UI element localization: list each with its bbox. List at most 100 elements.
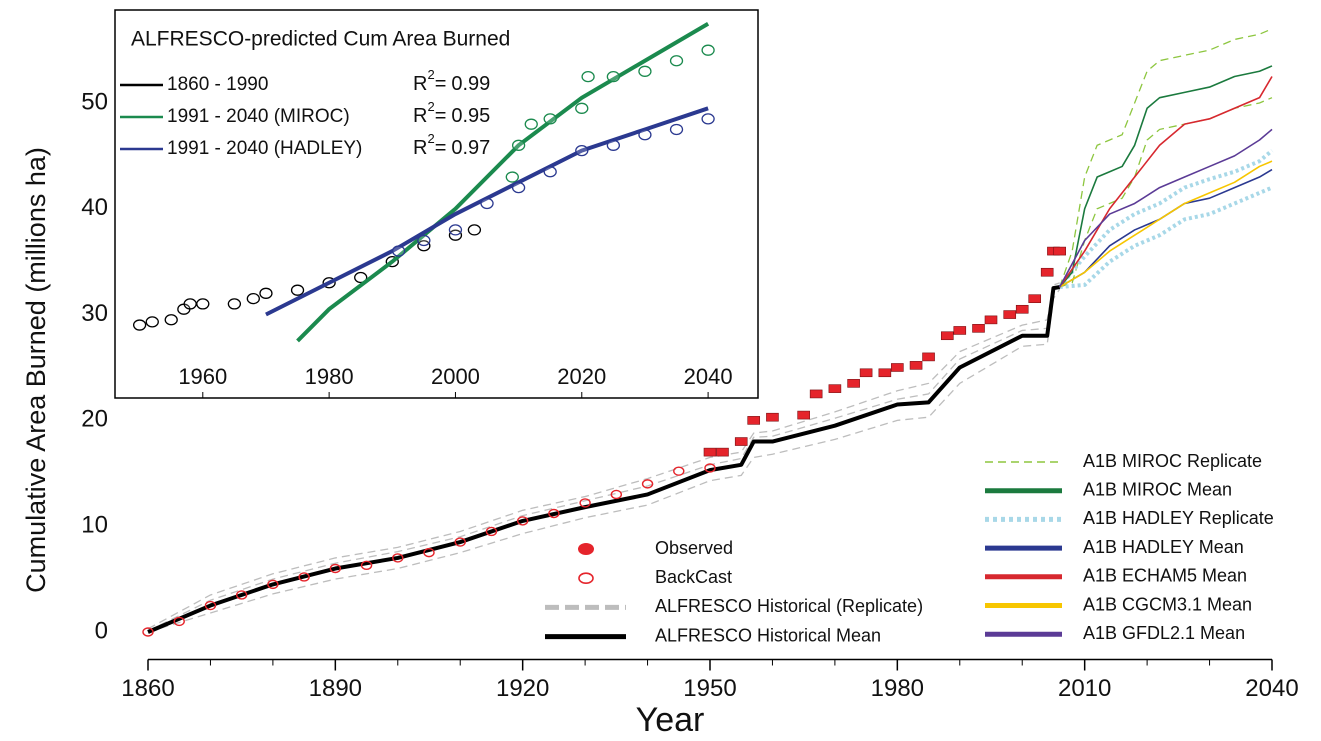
backcast-marker (423, 547, 435, 558)
y-tick-label: 50 (81, 88, 108, 115)
observed-marker (878, 368, 892, 378)
data-circle (701, 113, 715, 125)
observed-marker (766, 412, 779, 422)
legend-label: A1B CGCM3.1 Mean (1083, 594, 1252, 614)
data-circle (669, 55, 684, 67)
observed-marker (891, 363, 904, 372)
r2-sup: 2 (427, 131, 434, 146)
backcast-marker (235, 590, 248, 600)
data-circle (391, 245, 406, 257)
backcast-marker (610, 489, 623, 500)
r2-equals: = (435, 137, 447, 159)
observed-marker (1028, 294, 1042, 304)
data-circle (145, 316, 159, 328)
x-tick-label: 2040 (684, 364, 733, 389)
backcast-marker (142, 627, 154, 637)
legend-label: 1860 - 1990 (167, 74, 268, 95)
x-tick-label: 2040 (1245, 675, 1298, 702)
x-axis-title: Year (636, 701, 705, 739)
fit-line (296, 22, 710, 343)
inset-frame (114, 9, 759, 399)
observed-marker (984, 315, 998, 325)
data-circle (575, 144, 589, 157)
x-tick-label: 1980 (305, 364, 354, 389)
y-tick-label: 20 (81, 406, 108, 433)
legend-label: A1B HADLEY Replicate (1083, 508, 1274, 528)
data-circle (183, 298, 197, 310)
legend-label: A1B GFDL2.1 Mean (1083, 623, 1245, 643)
r2-base: R (413, 105, 427, 127)
r2-base: R (413, 137, 427, 159)
legend-label: BackCast (655, 567, 732, 587)
r2-label: R2= 0.95 (413, 99, 490, 127)
legend-swatch (578, 572, 594, 585)
x-tick-label: 1980 (871, 675, 924, 702)
inset-title: ALFRESCO-predicted Cum Area Burned (131, 28, 510, 51)
observed-marker (847, 379, 860, 388)
data-circle (290, 284, 305, 296)
data-circle (480, 197, 494, 210)
x-tick-label: 1920 (496, 675, 549, 702)
replicate-line (147, 285, 1060, 632)
replicate-line (1058, 149, 1274, 289)
backcast-marker (360, 560, 373, 571)
legend-label: ALFRESCO Historical Mean (655, 625, 881, 645)
data-circle (511, 181, 526, 194)
backcast-marker (704, 463, 716, 473)
replicate-line (147, 288, 1061, 633)
x-tick-label: 2010 (1058, 675, 1111, 702)
data-circle (669, 123, 684, 136)
data-circle (259, 287, 273, 299)
backcast-marker (454, 537, 466, 547)
data-circle (196, 298, 210, 310)
r2-sup: 2 (427, 67, 434, 82)
observed-marker (716, 447, 729, 457)
data-circle (246, 292, 260, 305)
data-circle (606, 139, 621, 151)
observed-marker (809, 389, 823, 399)
data-circle (524, 118, 538, 130)
replicate-line (1059, 97, 1273, 288)
data-circle (417, 234, 431, 247)
data-circle (606, 70, 621, 83)
observed-marker (859, 368, 873, 378)
replicate-line (1059, 185, 1273, 290)
backcast-marker (485, 526, 498, 537)
backcast-marker (298, 572, 310, 582)
observed-marker (747, 416, 761, 425)
replicate-line (147, 282, 1060, 630)
backcast-marker (641, 479, 654, 489)
data-circle (638, 65, 652, 77)
backcast-marker (267, 579, 279, 590)
legend-label: ALFRESCO Historical (Replicate) (655, 596, 923, 616)
data-circle (511, 139, 526, 151)
r2-label: R2= 0.97 (413, 131, 490, 159)
legend-label: 1991 - 2040 (HADLEY) (167, 138, 362, 159)
series-line (1059, 168, 1273, 288)
r2-value: 0.97 (451, 137, 490, 159)
legend-label: Observed (655, 538, 733, 558)
r2-value: 0.99 (451, 73, 490, 95)
observed-marker (734, 437, 748, 446)
series-line (1059, 160, 1273, 288)
backcast-marker (329, 563, 342, 574)
series-line (1059, 65, 1273, 288)
y-axis-title: Cumulative Area Burned (millions ha) (21, 147, 51, 593)
observed-marker (1053, 246, 1066, 256)
observed-marker (953, 326, 967, 335)
legend-label: 1991 - 2040 (MIROC) (167, 106, 350, 127)
x-tick-label: 1890 (309, 675, 362, 702)
r2-equals: = (435, 105, 447, 127)
data-circle (227, 298, 242, 310)
data-circle (164, 314, 178, 326)
observed-marker (1040, 267, 1054, 277)
series-line (1058, 128, 1273, 288)
backcast-marker (204, 600, 217, 611)
r2-base: R (413, 73, 427, 95)
y-tick-label: 0 (95, 617, 108, 644)
backcast-marker (173, 616, 185, 627)
data-circle (575, 102, 589, 114)
y-tick-label: 10 (81, 512, 108, 539)
backcast-marker (392, 553, 404, 563)
series-line (1059, 76, 1273, 288)
